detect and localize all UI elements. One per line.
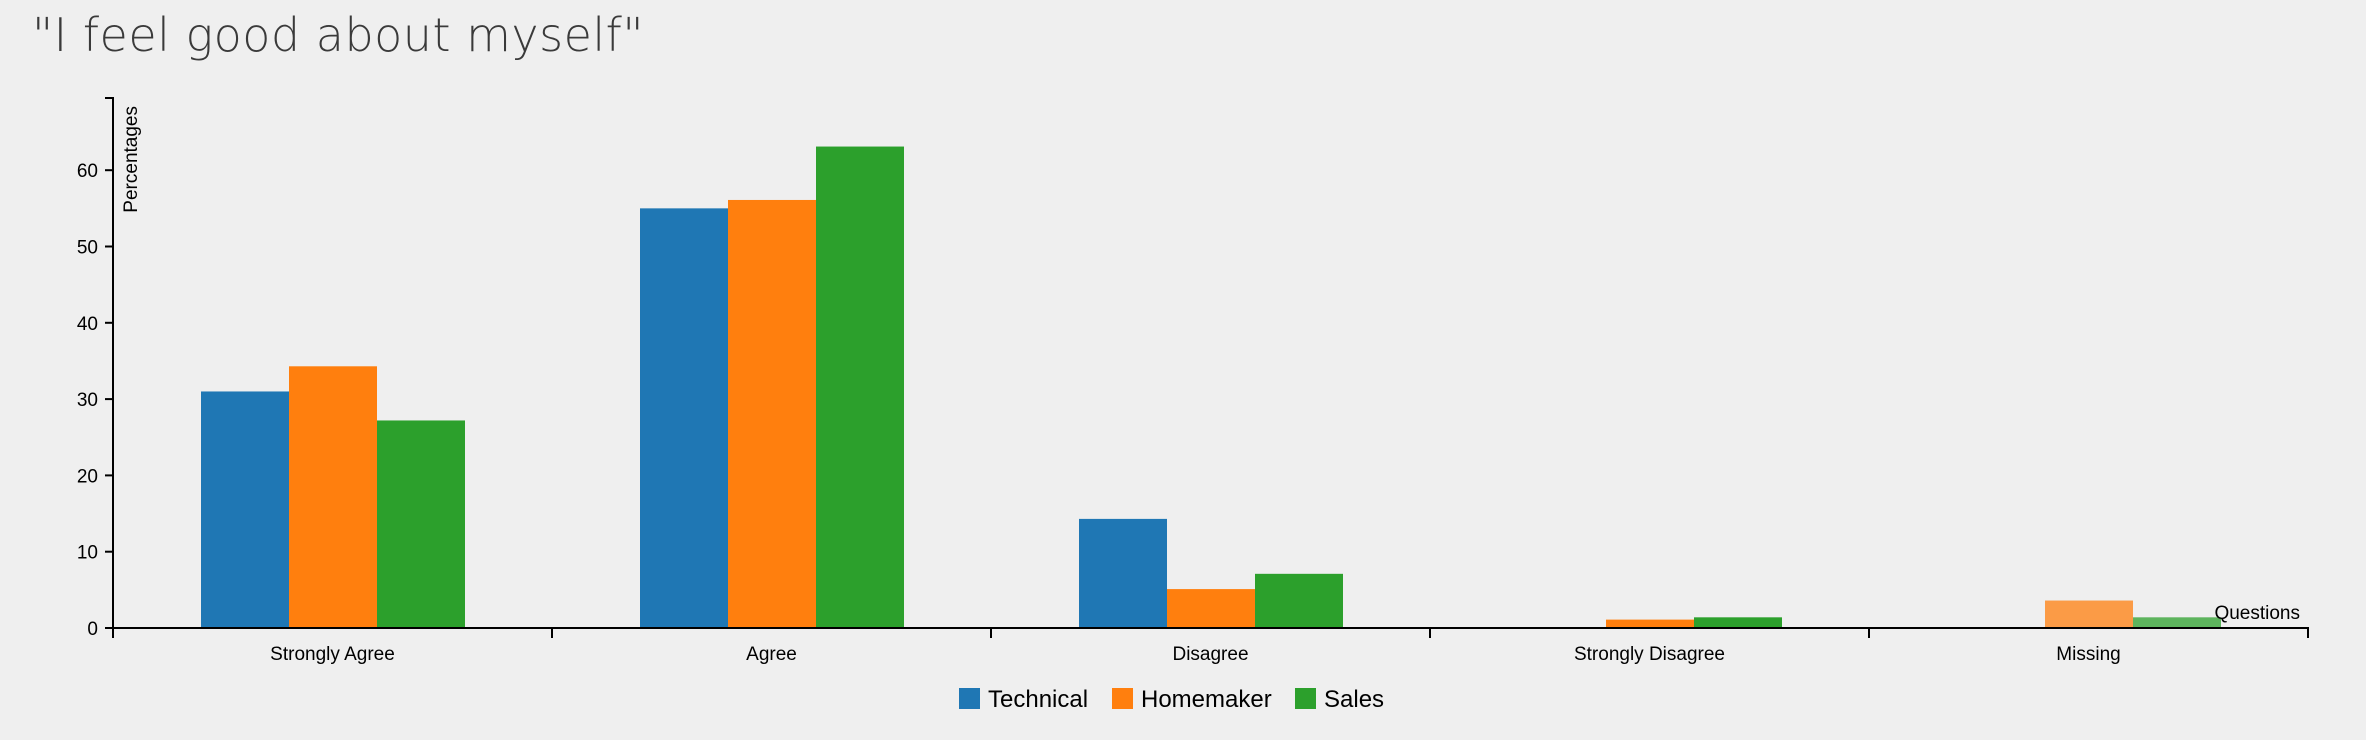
legend-swatch-technical: [959, 688, 980, 709]
bar-homemaker-strongly-disagree: [1606, 619, 1694, 628]
bars-group: [201, 146, 2221, 628]
chart-title: "I feel good about myself": [32, 8, 645, 62]
y-tick-label: 50: [77, 238, 98, 259]
y-tick-label: 10: [77, 543, 98, 564]
bar-sales-strongly-disagree: [1694, 617, 1782, 628]
y-axis-line: [105, 97, 114, 629]
legend-label-sales: Sales: [1324, 686, 1384, 713]
y-axis: 0 10 20 30 40 50 60: [77, 97, 114, 640]
y-tick-label: 60: [77, 161, 98, 182]
bar-homemaker-agree: [728, 199, 816, 628]
y-tick-label: 40: [77, 314, 98, 335]
x-axis-line: [112, 627, 2309, 638]
bar-sales-disagree: [1255, 573, 1343, 628]
legend-swatch-homemaker: [1112, 688, 1133, 709]
legend-label-homemaker: Homemaker: [1141, 686, 1272, 713]
legend: Technical Homemaker Sales: [959, 686, 1384, 713]
x-tick-label: Strongly Disagree: [1574, 644, 1725, 665]
bar-sales-strongly-agree: [377, 420, 465, 628]
x-tick-label: Missing: [2056, 644, 2120, 665]
bar-homemaker-missing: [2045, 600, 2133, 628]
y-axis-label: Percentages: [121, 106, 142, 213]
bar-sales-agree: [816, 146, 904, 628]
y-tick-label: 0: [87, 619, 98, 640]
x-tick-label: Strongly Agree: [270, 644, 395, 665]
bar-homemaker-disagree: [1167, 589, 1255, 628]
x-tick-label: Disagree: [1172, 644, 1248, 665]
x-tick-label: Agree: [746, 644, 797, 665]
bar-technical-disagree: [1079, 518, 1167, 628]
legend-swatch-sales: [1295, 688, 1316, 709]
y-tick-label: 20: [77, 466, 98, 487]
y-tick-label: 30: [77, 390, 98, 411]
bar-homemaker-strongly-agree: [289, 366, 377, 628]
legend-label-technical: Technical: [988, 686, 1088, 713]
bar-technical-strongly-agree: [201, 391, 289, 628]
x-axis-label: Questions: [2214, 603, 2300, 624]
bar-technical-agree: [640, 208, 728, 628]
plot-area: 0 10 20 30 40 50 60 Strongly Agree Agree Disagre…: [77, 97, 2309, 665]
x-axis: Strongly Agree Agree Disagree Strongly Disa…: [112, 627, 2309, 665]
bar-sales-missing: [2133, 617, 2221, 628]
